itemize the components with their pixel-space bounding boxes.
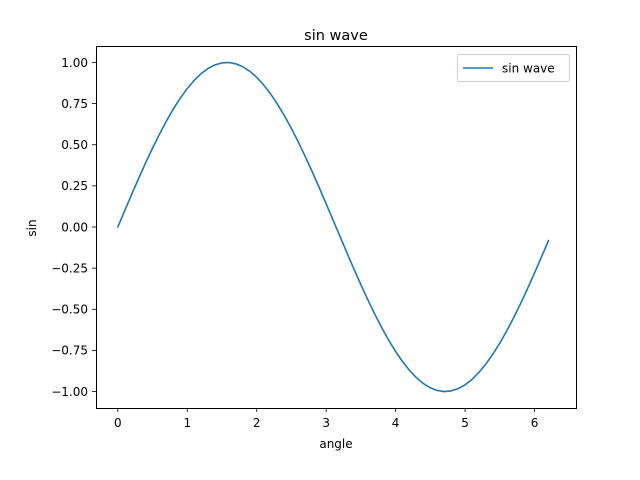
x-tick-label: 1 bbox=[183, 416, 191, 430]
x-tick-label: 4 bbox=[392, 416, 400, 430]
series-line-sin-wave bbox=[116, 61, 550, 393]
y-tick-label: 0.75 bbox=[61, 97, 88, 111]
x-axis-label: angle bbox=[319, 437, 352, 451]
legend: sin wave bbox=[457, 54, 570, 82]
x-tick-label: 5 bbox=[461, 416, 469, 430]
y-tick-label: −0.50 bbox=[51, 303, 88, 317]
x-tick-label: 3 bbox=[322, 416, 330, 430]
chart-title: sin wave bbox=[304, 28, 368, 44]
y-tick-label: −0.25 bbox=[51, 261, 88, 275]
y-tick-label: 0.00 bbox=[61, 220, 88, 234]
legend-box bbox=[457, 54, 570, 82]
y-axis-ticks: 1.00 0.75 0.50 0.25 0.00 −0.25 −0.50 −0.75 −1.00 bbox=[51, 56, 96, 399]
x-tick-label: 6 bbox=[531, 416, 539, 430]
y-tick-label: −0.75 bbox=[51, 344, 88, 358]
y-tick-label: 1.00 bbox=[61, 56, 88, 70]
y-tick-label: 0.50 bbox=[61, 138, 88, 152]
series-layer bbox=[116, 61, 550, 393]
x-tick-label: 2 bbox=[253, 416, 261, 430]
x-axis-ticks: 0 1 2 3 4 5 6 bbox=[114, 408, 538, 430]
y-axis-label: sin bbox=[25, 219, 39, 236]
plot-area-frame bbox=[96, 46, 577, 409]
y-tick-label: −1.00 bbox=[51, 385, 88, 399]
y-tick-label: 0.25 bbox=[61, 179, 88, 193]
x-tick-label: 0 bbox=[114, 416, 122, 430]
legend-label-sin-wave: sin wave bbox=[502, 62, 555, 76]
